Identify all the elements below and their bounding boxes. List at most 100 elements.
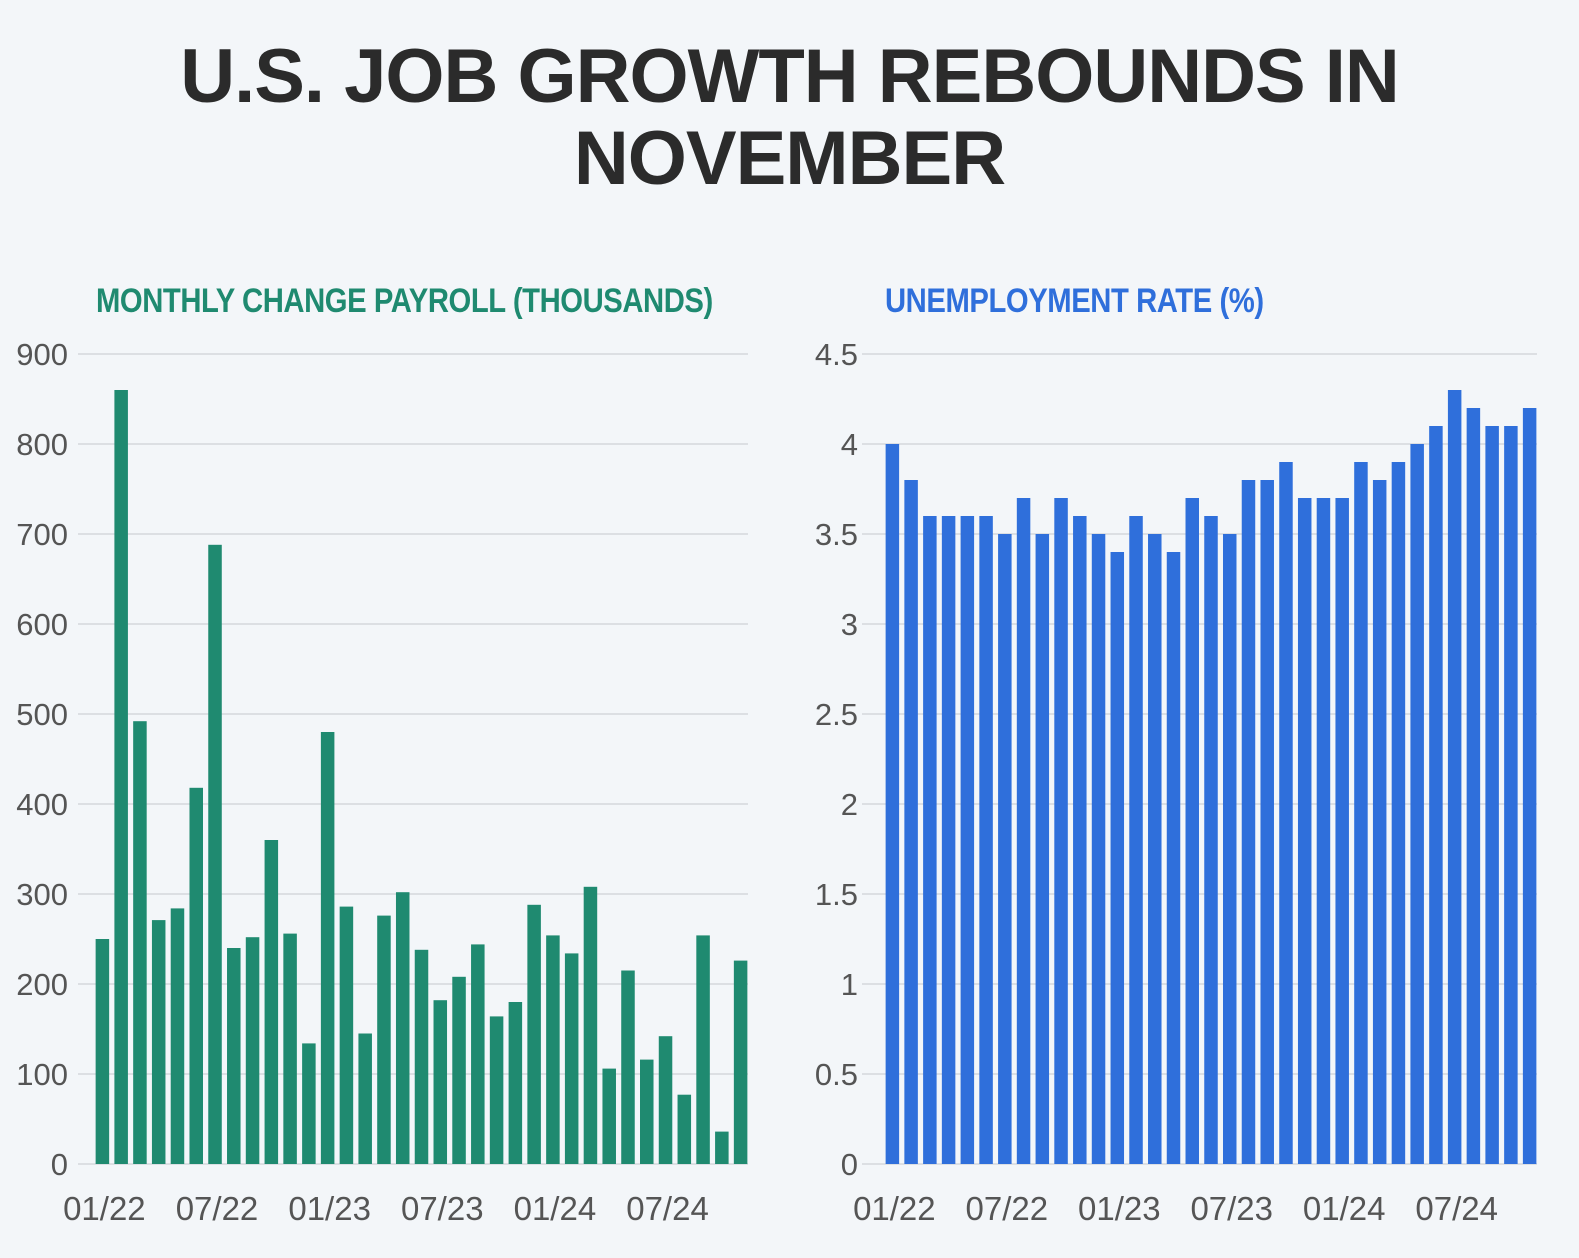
payroll-bar bbox=[320, 732, 335, 1164]
unemployment-x-tick-label: 07/24 bbox=[1415, 1190, 1498, 1227]
payroll-bar bbox=[189, 787, 204, 1164]
unemployment-x-tick-label: 01/23 bbox=[1078, 1190, 1161, 1227]
payroll-y-tick-label: 900 bbox=[16, 337, 68, 372]
unemployment-x-tick-label: 07/23 bbox=[1190, 1190, 1273, 1227]
payroll-bar bbox=[302, 1043, 316, 1164]
unemployment-chart-title: UNEMPLOYMENT RATE (%) bbox=[885, 282, 1264, 320]
payroll-bar bbox=[715, 1131, 729, 1164]
unemployment-x-tick-label: 01/24 bbox=[1303, 1190, 1386, 1227]
unemployment-y-tick-label: 0 bbox=[841, 1147, 858, 1182]
payroll-y-tick-label: 200 bbox=[16, 967, 68, 1002]
unemployment-bar bbox=[1372, 480, 1387, 1164]
unemployment-bar bbox=[1016, 498, 1031, 1164]
unemployment-x-tick-label: 07/22 bbox=[966, 1190, 1049, 1227]
unemployment-y-tick-label: 1 bbox=[841, 967, 858, 1002]
payroll-bar bbox=[696, 935, 710, 1164]
payroll-chart-title: MONTHLY CHANGE PAYROLL (THOUSANDS) bbox=[96, 282, 713, 320]
unemployment-bar bbox=[960, 516, 975, 1164]
unemployment-y-tick-label: 3.5 bbox=[815, 517, 858, 552]
unemployment-y-tick-label: 0.5 bbox=[815, 1057, 858, 1092]
payroll-bar bbox=[546, 935, 560, 1164]
unemployment-y-tick-label: 2.5 bbox=[815, 697, 858, 732]
payroll-x-tick-label: 01/23 bbox=[288, 1190, 371, 1227]
payroll-x-tick-label: 07/23 bbox=[401, 1190, 484, 1227]
unemployment-bar bbox=[1204, 516, 1218, 1164]
payroll-bar bbox=[208, 544, 222, 1164]
payroll-bar bbox=[95, 939, 110, 1164]
unemployment-bar bbox=[1110, 552, 1125, 1164]
payroll-bar bbox=[414, 949, 429, 1164]
unemployment-bar bbox=[1148, 534, 1162, 1164]
unemployment-bar bbox=[1466, 408, 1481, 1164]
unemployment-bar-chart: 0 0.5 1 1.5 2 2.5 3 3.5 4 4.5 01/22 07/22 01/23 07/23… bbox=[815, 337, 1537, 1227]
payroll-bar bbox=[227, 948, 241, 1164]
payroll-bar bbox=[133, 721, 147, 1164]
payroll-bar bbox=[527, 904, 541, 1164]
unemployment-bar bbox=[1129, 516, 1143, 1164]
payroll-bar bbox=[151, 920, 166, 1164]
payroll-bar bbox=[733, 960, 748, 1164]
unemployment-bar bbox=[1335, 498, 1349, 1164]
unemployment-y-tick-label: 1.5 bbox=[815, 877, 858, 912]
unemployment-y-tick-label: 4.5 bbox=[815, 337, 858, 372]
unemployment-bar bbox=[998, 534, 1012, 1164]
unemployment-bar bbox=[1391, 462, 1406, 1164]
payroll-y-tick-label: 300 bbox=[16, 877, 68, 912]
page-title: U.S. JOB GROWTH REBOUNDS IN NOVEMBER bbox=[180, 34, 1400, 201]
payroll-x-tick-label: 01/22 bbox=[63, 1190, 146, 1227]
unemployment-bar bbox=[941, 516, 956, 1164]
payroll-bar bbox=[639, 1059, 654, 1164]
payroll-y-tick-label: 400 bbox=[16, 787, 68, 822]
unemployment-bar bbox=[1297, 498, 1312, 1164]
unemployment-bar bbox=[1429, 426, 1443, 1164]
unemployment-bar bbox=[1279, 462, 1293, 1164]
payroll-y-tick-label: 500 bbox=[16, 697, 68, 732]
payroll-y-tick-label: 0 bbox=[51, 1147, 68, 1182]
payroll-bar bbox=[264, 840, 279, 1164]
unemployment-bar bbox=[1354, 462, 1368, 1164]
unemployment-x-tick-label: 01/22 bbox=[853, 1190, 936, 1227]
payroll-x-tick-label: 07/22 bbox=[176, 1190, 259, 1227]
unemployment-bar bbox=[1447, 390, 1462, 1164]
unemployment-y-tick-label: 4 bbox=[841, 427, 858, 462]
payroll-bar bbox=[395, 892, 410, 1164]
payroll-x-tick-label: 01/24 bbox=[514, 1190, 597, 1227]
payroll-y-tick-label: 100 bbox=[16, 1057, 68, 1092]
unemployment-bar bbox=[1260, 480, 1274, 1164]
unemployment-bar bbox=[1054, 498, 1068, 1164]
payroll-bar bbox=[471, 944, 485, 1164]
unemployment-bar bbox=[1410, 444, 1424, 1164]
unemployment-bar bbox=[1222, 534, 1237, 1164]
payroll-x-tick-label: 07/24 bbox=[626, 1190, 709, 1227]
payroll-bar bbox=[489, 1016, 504, 1164]
payroll-bar bbox=[433, 1000, 448, 1164]
payroll-bar bbox=[452, 976, 466, 1164]
payroll-bar bbox=[358, 1033, 372, 1164]
unemployment-y-tick-label: 3 bbox=[841, 607, 858, 642]
unemployment-bar bbox=[1091, 534, 1106, 1164]
unemployment-bar bbox=[923, 516, 937, 1164]
unemployment-bar bbox=[904, 480, 918, 1164]
payroll-bar bbox=[508, 1002, 523, 1164]
payroll-bar bbox=[170, 908, 185, 1164]
payroll-bar bbox=[583, 886, 598, 1164]
unemployment-bar bbox=[1504, 426, 1518, 1164]
unemployment-bar bbox=[1241, 480, 1256, 1164]
payroll-bar bbox=[658, 1036, 673, 1164]
unemployment-bar bbox=[1485, 426, 1499, 1164]
payroll-y-tick-label: 700 bbox=[16, 517, 68, 552]
payroll-bar bbox=[283, 933, 297, 1164]
payroll-y-tick-label: 800 bbox=[16, 427, 68, 462]
payroll-bar bbox=[339, 906, 354, 1164]
payroll-bar bbox=[564, 953, 579, 1164]
payroll-bar bbox=[621, 970, 635, 1164]
payroll-bar bbox=[677, 1094, 692, 1164]
unemployment-bar bbox=[1035, 534, 1050, 1164]
unemployment-bar bbox=[1185, 498, 1200, 1164]
payroll-bar bbox=[245, 937, 260, 1164]
unemployment-bar bbox=[1522, 408, 1537, 1164]
unemployment-bar bbox=[1316, 498, 1331, 1164]
unemployment-bar bbox=[885, 444, 900, 1164]
unemployment-bar bbox=[1073, 516, 1087, 1164]
payroll-bar bbox=[377, 915, 391, 1164]
